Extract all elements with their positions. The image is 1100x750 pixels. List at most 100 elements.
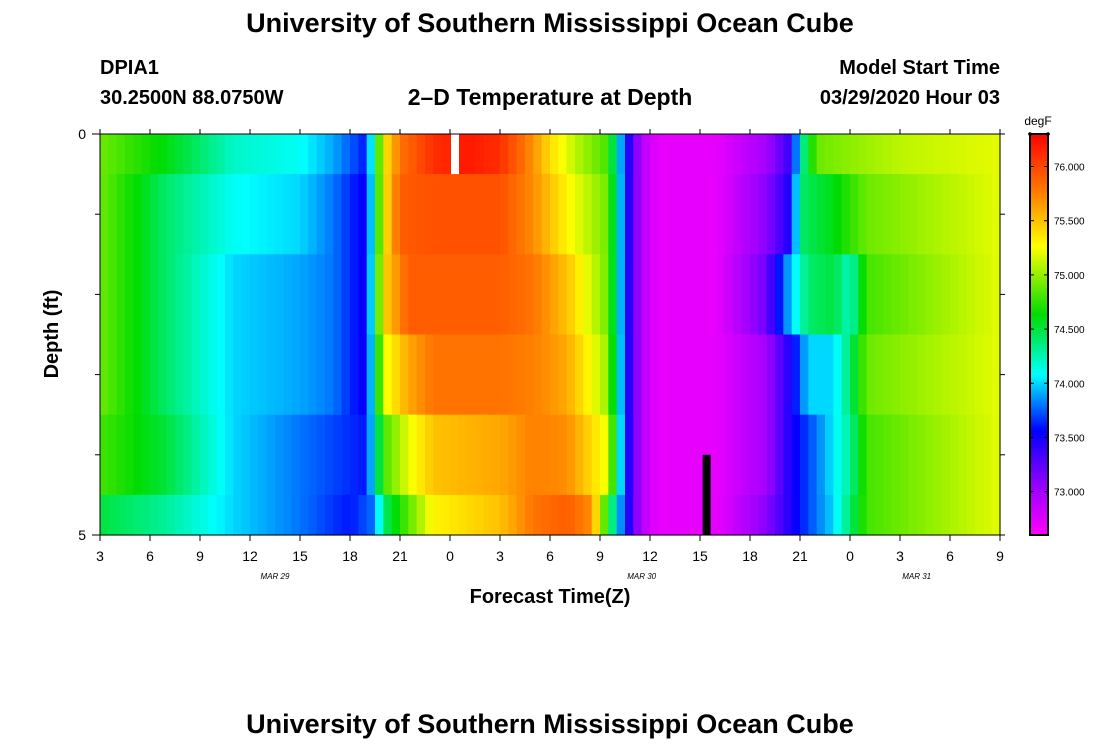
heat-cell (891, 494, 901, 536)
heat-cell (816, 334, 826, 416)
heat-cell (408, 494, 418, 536)
heat-cell (825, 414, 834, 496)
heat-cell (266, 254, 276, 336)
heat-cell (400, 494, 409, 536)
heat-cell (408, 134, 418, 175)
heat-cell (941, 334, 951, 416)
heat-cell (833, 334, 843, 416)
heat-cell (225, 334, 234, 416)
heat-cell (150, 494, 159, 536)
heat-cell (250, 174, 259, 255)
heat-cell (483, 334, 493, 416)
heat-cell (983, 174, 993, 255)
heat-cell (375, 134, 384, 175)
heat-cell (583, 334, 593, 416)
heat-cell (108, 254, 118, 336)
heat-cell (258, 134, 268, 175)
heat-cell (308, 334, 318, 416)
heat-cell (825, 254, 834, 336)
heatmap (100, 134, 1001, 536)
heat-cell (766, 254, 776, 336)
heat-cell (391, 414, 401, 496)
heat-cell (341, 254, 351, 336)
heat-cell (175, 174, 184, 255)
heat-cell (325, 134, 334, 175)
heat-cell (650, 414, 659, 496)
heat-cell (525, 494, 534, 536)
heat-cell (333, 334, 343, 416)
heat-cell (683, 254, 693, 336)
heat-cell (775, 494, 784, 536)
heat-cell (366, 254, 376, 336)
heat-cell (275, 254, 284, 336)
heat-cell (758, 134, 768, 175)
heat-cell (750, 254, 759, 336)
station-coordinates: 30.2500N 88.0750W (100, 87, 284, 109)
heat-cell (408, 414, 418, 496)
heat-cell (858, 174, 868, 255)
heat-cell (850, 174, 859, 255)
heat-cell (316, 174, 326, 255)
heat-cell (616, 134, 626, 175)
heat-cell (191, 494, 201, 536)
heat-cell (200, 134, 209, 175)
heat-cell (341, 134, 351, 175)
heat-cell (116, 174, 126, 255)
heat-cell (850, 134, 859, 175)
heat-cell (433, 494, 443, 536)
heat-cell (508, 254, 518, 336)
heat-cell (183, 254, 193, 336)
heat-cell (875, 134, 884, 175)
heat-cell (416, 174, 426, 255)
heat-cell (183, 134, 193, 175)
heat-cell (241, 134, 251, 175)
heat-cell (183, 334, 193, 416)
heat-cell (825, 134, 834, 175)
heat-cell (883, 254, 893, 336)
heat-cell (566, 414, 576, 496)
heat-cell (475, 414, 484, 496)
heat-cell (600, 174, 609, 255)
heat-cell (925, 414, 934, 496)
heat-cell (941, 254, 951, 336)
heat-cell (458, 414, 468, 496)
heat-cell (591, 174, 601, 255)
y-tick-label: 0 (78, 126, 86, 142)
heat-cell (383, 414, 393, 496)
heat-cell (516, 414, 526, 496)
heat-cell (600, 334, 609, 416)
heat-cell (108, 334, 118, 416)
heat-cell (800, 494, 809, 536)
heatmap-row-depth-1 (100, 174, 1001, 255)
heat-cell (900, 174, 909, 255)
heat-cell (550, 334, 559, 416)
markers (451, 134, 711, 535)
heat-cell (608, 414, 618, 496)
heat-cell (183, 174, 193, 255)
heat-cell (808, 254, 818, 336)
heat-cell (591, 494, 601, 536)
heat-cell (716, 254, 726, 336)
heat-cell (483, 134, 493, 175)
heat-cell (641, 174, 651, 255)
heat-cell (791, 254, 801, 336)
heat-cell (375, 494, 384, 536)
heat-cell (675, 254, 684, 336)
x-tick-label: 21 (392, 548, 408, 564)
y-axis: 05 (78, 126, 1005, 543)
heat-cell (841, 254, 851, 336)
heat-cell (191, 174, 201, 255)
heat-cell (683, 494, 693, 536)
heat-cell (775, 254, 784, 336)
heat-cell (483, 174, 493, 255)
heat-cell (441, 494, 451, 536)
heat-cell (741, 334, 751, 416)
heat-cell (125, 414, 134, 496)
heat-cell (633, 254, 643, 336)
heat-cell (533, 414, 543, 496)
heat-cell (333, 254, 343, 336)
heat-cell (175, 414, 184, 496)
heat-cell (775, 134, 784, 175)
heat-cell (775, 334, 784, 416)
heat-cell (433, 254, 443, 336)
